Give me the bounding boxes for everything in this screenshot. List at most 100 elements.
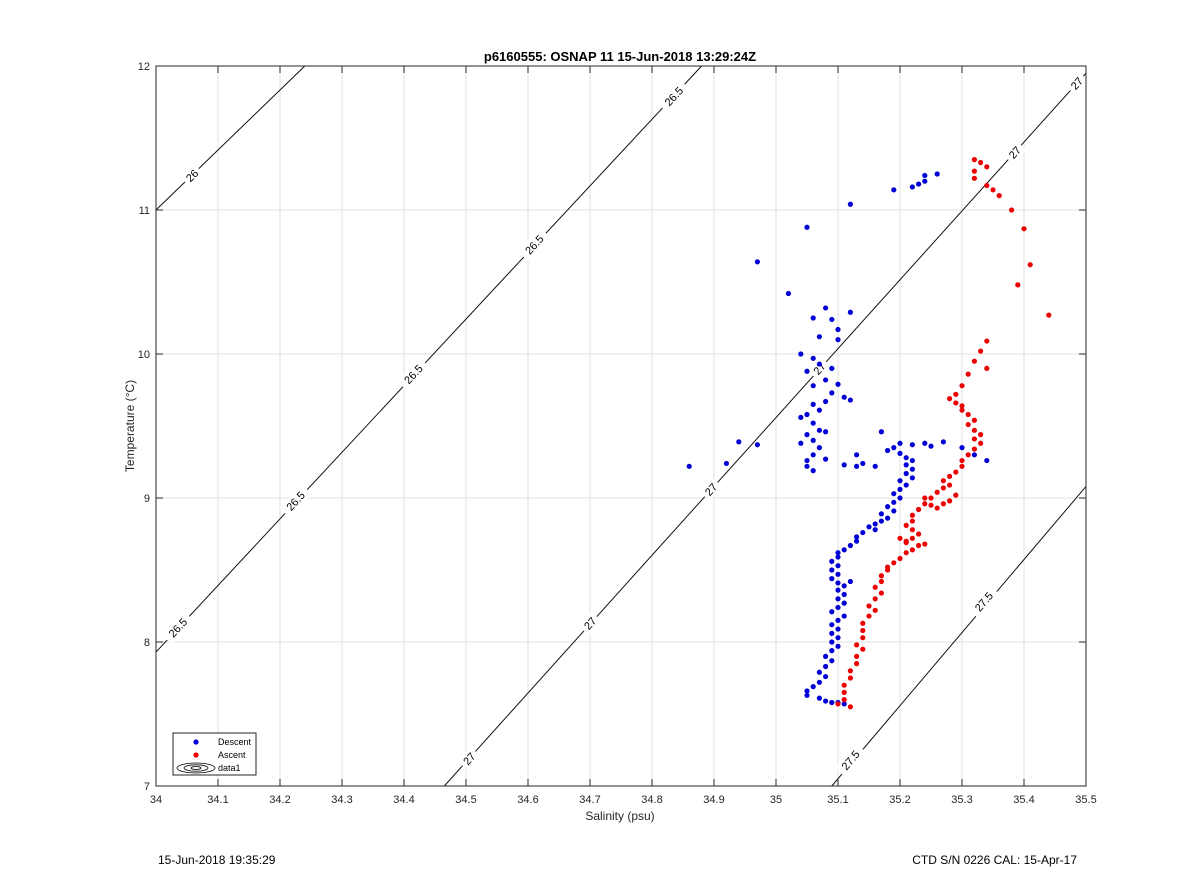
x-tick-label: 34.9 <box>703 794 724 806</box>
descent-point <box>823 456 829 462</box>
ascent-point <box>854 642 860 648</box>
descent-point <box>829 658 835 664</box>
descent-point <box>810 315 816 321</box>
ascent-point <box>903 550 909 556</box>
descent-point <box>922 440 928 446</box>
descent-point <box>835 617 841 624</box>
descent-point <box>847 578 854 585</box>
ascent-point <box>947 473 953 479</box>
x-tick-label: 34.1 <box>207 794 228 806</box>
isopycnal-label-bg <box>180 163 204 188</box>
descent-point <box>823 305 829 311</box>
ascent-point <box>978 159 984 166</box>
isopycnal-label-bg <box>1003 140 1027 165</box>
descent-point <box>816 407 823 413</box>
axis-ticks: 34 34.1 34.2 34.3 34.4 34.5 34.6 34.7 34.8 34.9 35… <box>138 61 1097 806</box>
descent-point <box>885 504 891 510</box>
ascent-point <box>953 492 959 498</box>
ascent-point <box>971 157 978 163</box>
descent-point <box>798 414 804 420</box>
descent-point <box>897 486 903 492</box>
descent-point <box>835 626 841 632</box>
descent-point <box>897 495 903 501</box>
ascent-point <box>860 635 866 641</box>
x-tick-label: 35.2 <box>889 794 910 806</box>
descent-point <box>872 521 878 527</box>
isopycnal-label-bg <box>457 746 481 771</box>
descent-point <box>984 457 990 464</box>
descent-point <box>922 178 928 184</box>
ascent-point <box>940 485 947 491</box>
legend-marker-descent <box>193 739 199 745</box>
ascent-point <box>897 555 903 562</box>
descent-point <box>835 643 841 649</box>
descent-point <box>903 455 909 461</box>
descent-point <box>860 460 866 467</box>
descent-point <box>891 508 897 514</box>
legend-marker-ascent <box>193 752 199 758</box>
descent-point <box>835 326 841 333</box>
ascent-point <box>847 668 854 674</box>
descent-point <box>909 457 916 464</box>
descent-point <box>835 580 841 586</box>
ascent-point <box>984 338 990 344</box>
descent-point <box>810 383 816 389</box>
descent-point <box>841 394 847 400</box>
descent-point <box>835 563 841 569</box>
x-tick-label: 35.5 <box>1075 794 1096 806</box>
ascent-point <box>909 547 916 553</box>
isopycnal-label-bg <box>807 356 832 381</box>
ascent-point <box>984 365 990 371</box>
ascent-point <box>835 701 841 707</box>
descent-point <box>897 440 903 446</box>
descent-point <box>909 466 916 472</box>
descent-point <box>909 184 916 190</box>
x-tick-label: 34.7 <box>579 794 600 806</box>
descent-point <box>909 442 916 448</box>
ascent-point <box>928 502 934 508</box>
descent-point <box>736 439 742 445</box>
ascent-point <box>934 505 940 511</box>
contour-legend-icon <box>176 762 216 774</box>
isopycnal-label-bg <box>967 584 1000 619</box>
plot-area-frame <box>155 65 1087 787</box>
legend-box <box>172 732 257 776</box>
ascent-point <box>971 446 978 452</box>
descent-point <box>841 462 847 468</box>
descent-point <box>816 427 823 433</box>
isopycnal-label-bg <box>161 610 194 645</box>
descent-point <box>823 429 829 435</box>
descent-point <box>810 468 816 474</box>
ascent-point <box>953 469 959 475</box>
ascent-series <box>835 157 1052 710</box>
descent-point <box>816 361 823 367</box>
descent-point <box>847 201 854 207</box>
isopycnal-line <box>155 65 306 211</box>
ascent-point <box>965 421 971 428</box>
descent-point <box>804 224 810 230</box>
ascent-point <box>1015 282 1021 288</box>
descent-point <box>823 663 829 670</box>
descent-point <box>754 259 761 265</box>
ascent-point <box>909 527 916 533</box>
descent-point <box>891 445 897 451</box>
ascent-point <box>947 396 953 402</box>
descent-point <box>754 442 761 448</box>
descent-series <box>686 171 990 707</box>
descent-point <box>841 613 847 619</box>
ascent-point <box>971 417 978 423</box>
footer-instrument-info: CTD S/N 0226 CAL: 15-Apr-17 <box>912 853 1077 867</box>
descent-point <box>829 576 835 582</box>
descent-point <box>823 698 829 704</box>
descent-point <box>841 583 847 589</box>
y-axis-label: Temperature (°C) <box>123 380 137 472</box>
descent-point <box>897 450 903 456</box>
legend-label-data1: data1 <box>218 763 241 773</box>
density-contours: 2626.526.526.526.526.527272727272727.527… <box>155 65 1089 787</box>
descent-point <box>816 334 823 340</box>
y-tick-label: 9 <box>144 493 150 505</box>
descent-point <box>940 439 947 445</box>
ascent-point <box>934 489 940 495</box>
isopycnal-line <box>155 65 702 653</box>
